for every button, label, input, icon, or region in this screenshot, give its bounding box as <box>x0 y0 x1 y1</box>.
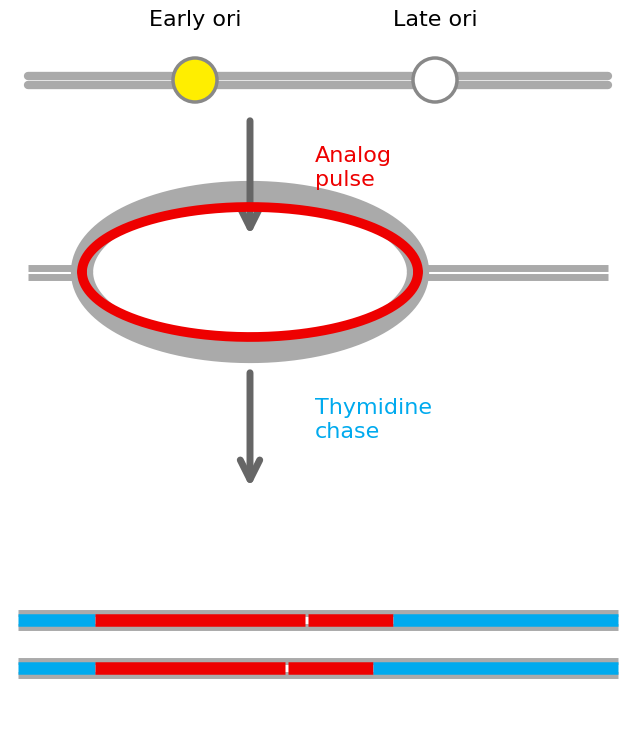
Circle shape <box>173 58 217 102</box>
Text: Early ori: Early ori <box>149 10 241 30</box>
Circle shape <box>413 58 457 102</box>
Text: Analog
pulse: Analog pulse <box>315 147 392 189</box>
Text: Late ori: Late ori <box>392 10 477 30</box>
Text: Thymidine
chase: Thymidine chase <box>315 398 432 442</box>
